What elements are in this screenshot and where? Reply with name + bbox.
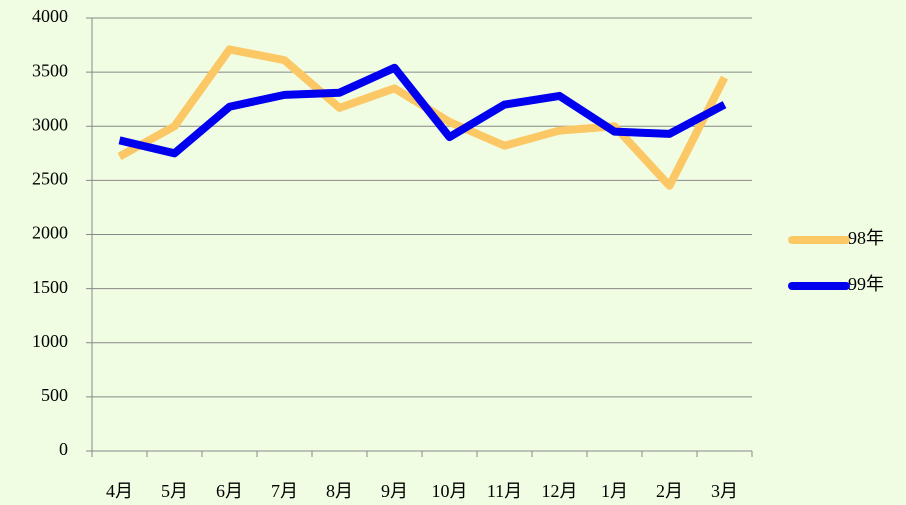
- x-tick-label: 12月: [542, 481, 578, 501]
- x-tick-label: 2月: [656, 481, 683, 501]
- y-tick-label: 2500: [32, 169, 68, 189]
- y-tick-label: 1000: [32, 331, 68, 351]
- x-tick-label: 1月: [601, 481, 628, 501]
- x-tick-label: 8月: [326, 481, 353, 501]
- y-tick-label: 1500: [32, 277, 68, 297]
- series-line: [118, 63, 727, 158]
- y-tick-label: 4000: [32, 6, 68, 26]
- x-tick-label: 7月: [271, 481, 298, 501]
- y-tick-label: 2000: [32, 223, 68, 243]
- x-tick-label: 11月: [487, 481, 522, 501]
- x-tick-label: 5月: [161, 481, 188, 501]
- x-tick-label: 9月: [381, 481, 408, 501]
- y-tick-label: 500: [41, 385, 68, 405]
- y-tick-label: 0: [59, 439, 68, 459]
- x-tick-label: 6月: [216, 481, 243, 501]
- legend-label: 98年: [848, 228, 884, 248]
- series-line: [117, 45, 729, 190]
- x-tick-label: 10月: [432, 481, 468, 501]
- x-tick-label: 4月: [106, 481, 133, 501]
- y-tick-label: 3500: [32, 60, 68, 80]
- legend-label: 99年: [848, 274, 884, 294]
- x-tick-label: 3月: [711, 481, 738, 501]
- y-tick-label: 3000: [32, 114, 68, 134]
